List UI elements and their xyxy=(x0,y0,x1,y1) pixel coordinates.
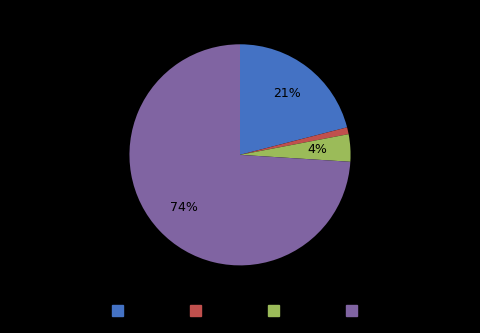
Text: 21%: 21% xyxy=(274,87,301,100)
Text: 4%: 4% xyxy=(307,144,327,157)
Wedge shape xyxy=(130,44,350,265)
Wedge shape xyxy=(240,134,350,162)
Text: 74%: 74% xyxy=(169,201,198,214)
Wedge shape xyxy=(240,127,348,155)
Wedge shape xyxy=(240,44,347,155)
Legend: , , , : , , , xyxy=(108,300,372,323)
